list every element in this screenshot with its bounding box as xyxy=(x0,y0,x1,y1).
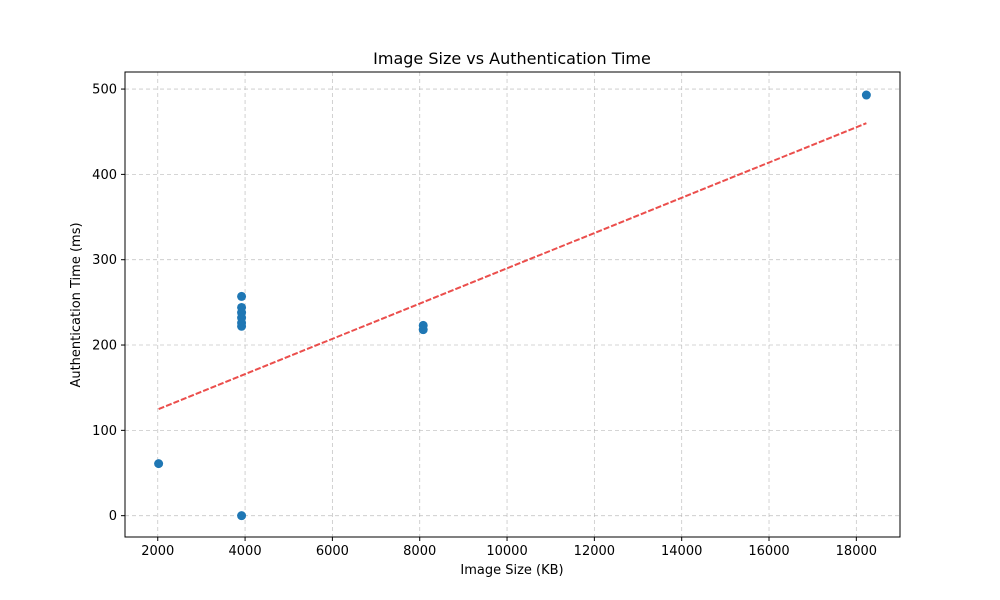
x-axis-label: Image Size (KB) xyxy=(460,563,563,578)
trend-line xyxy=(158,122,867,410)
y-tick-label: 400 xyxy=(92,168,117,183)
y-axis-label: Authentication Time (ms) xyxy=(69,222,84,387)
grid xyxy=(125,72,900,537)
trendline-layer xyxy=(158,122,867,410)
scatter-point xyxy=(237,511,247,521)
y-tick-label: 100 xyxy=(92,424,117,439)
x-tick-label: 14000 xyxy=(661,544,702,559)
scatter-point xyxy=(237,321,247,331)
chart-title: Image Size vs Authentication Time xyxy=(373,49,651,68)
y-tick-label: 500 xyxy=(92,83,117,98)
x-tick-label: 6000 xyxy=(316,544,349,559)
x-tick-label: 18000 xyxy=(836,544,877,559)
x-tick-label: 12000 xyxy=(574,544,615,559)
y-tick-label: 0 xyxy=(109,509,117,524)
x-tick-label: 4000 xyxy=(229,544,262,559)
scatter-point xyxy=(861,90,871,100)
plot-frame xyxy=(124,71,901,538)
scatter-point xyxy=(154,459,164,469)
x-tick-label: 2000 xyxy=(141,544,174,559)
x-axis-ticks: 2000 4000 6000 8000 10000 12000 14000 16000 1800… xyxy=(141,537,877,559)
y-tick-label: 300 xyxy=(92,253,117,268)
y-axis-ticks: 0 100 200 300 400 500 xyxy=(92,83,125,524)
y-tick-label: 200 xyxy=(92,339,117,354)
x-tick-label: 16000 xyxy=(748,544,789,559)
scatter-point xyxy=(237,291,247,301)
scatter-point xyxy=(418,325,428,335)
x-tick-label: 10000 xyxy=(486,544,527,559)
x-tick-label: 8000 xyxy=(403,544,436,559)
scatter-points xyxy=(154,90,871,521)
